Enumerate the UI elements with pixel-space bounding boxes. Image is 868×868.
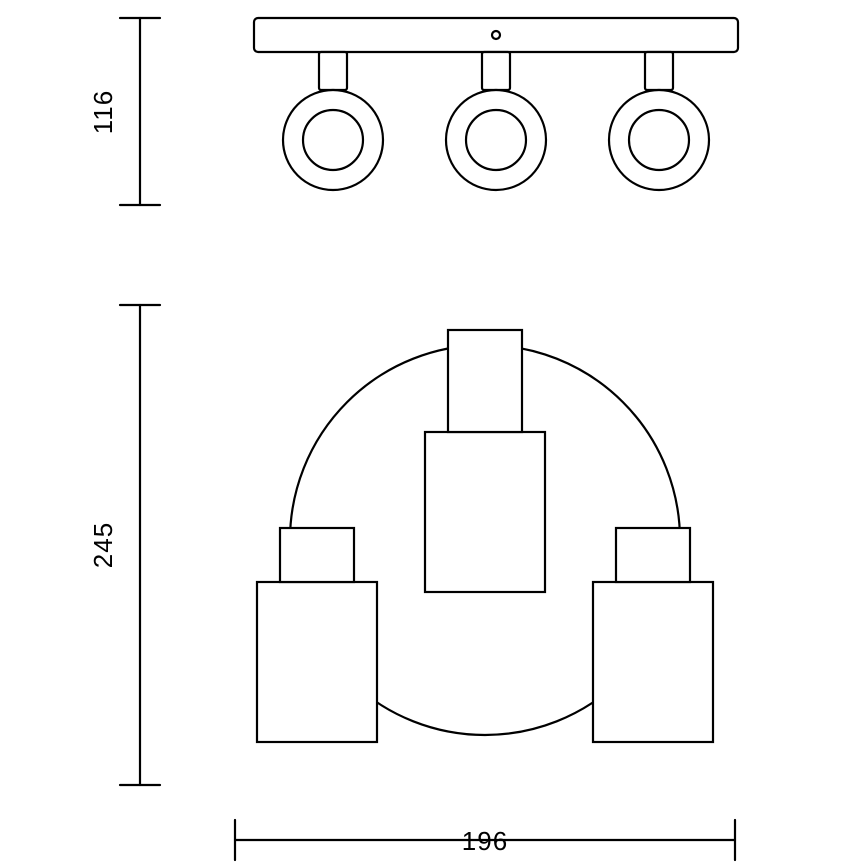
stem-1 bbox=[319, 52, 347, 90]
cylinder-1-body bbox=[257, 582, 377, 742]
dimension-196-label: 196 bbox=[462, 826, 508, 856]
cylinder-1-cap bbox=[280, 528, 354, 582]
cylinder-3-cap bbox=[616, 528, 690, 582]
cylinder-2-body bbox=[425, 432, 545, 592]
dimension-245 bbox=[120, 305, 160, 785]
ring-2-inner bbox=[466, 110, 526, 170]
cylinder-2-cap bbox=[448, 330, 522, 432]
dimension-116 bbox=[120, 18, 160, 205]
side-view bbox=[254, 18, 738, 190]
dimension-116-label: 116 bbox=[88, 90, 118, 134]
plan-view bbox=[257, 330, 713, 742]
dimension-245-label: 245 bbox=[88, 522, 118, 568]
technical-drawing: 116 245 196 bbox=[0, 0, 868, 868]
stem-3 bbox=[645, 52, 673, 90]
cylinder-3-body bbox=[593, 582, 713, 742]
mounting-plate bbox=[254, 18, 738, 52]
ring-1-inner bbox=[303, 110, 363, 170]
stem-2 bbox=[482, 52, 510, 90]
ring-3-inner bbox=[629, 110, 689, 170]
